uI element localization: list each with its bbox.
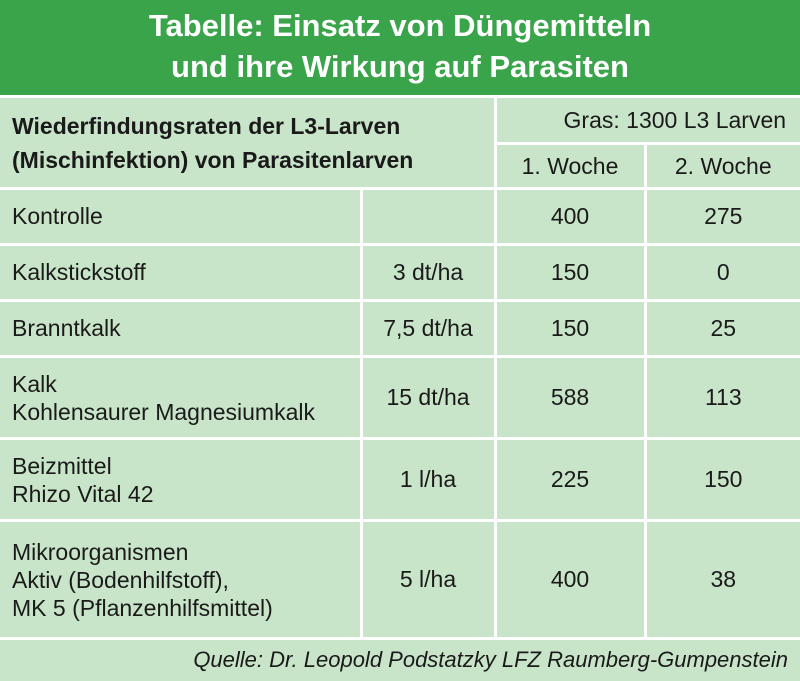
dose-cell: 1 l/ha <box>359 437 497 522</box>
row-name-line: Mikroorganismen <box>12 538 189 565</box>
group-header-cell: Gras: 1300 L3 Larven <box>493 95 800 145</box>
week2-cell: 38 <box>643 519 800 640</box>
description-line-2: (Mischinfektion) von Parasitenlarven <box>12 146 414 173</box>
table-row: Branntkalk 7,5 dt/ha 150 25 <box>0 299 800 358</box>
week1-cell: 150 <box>493 299 647 358</box>
description-header-cell: Wiederfindungsraten der L3-Larven (Misch… <box>0 95 497 190</box>
data-table: Wiederfindungsraten der L3-Larven (Misch… <box>0 95 800 640</box>
week1-cell: 588 <box>493 355 647 440</box>
row-name-cell: Branntkalk <box>0 299 363 358</box>
table-row: Kalk Kohlensaurer Magnesiumkalk 15 dt/ha… <box>0 355 800 440</box>
dose-cell <box>359 187 497 246</box>
week1-cell: 225 <box>493 437 647 522</box>
table-row: Beizmittel Rhizo Vital 42 1 l/ha 225 150 <box>0 437 800 522</box>
source-text: Quelle: Dr. Leopold Podstatzky LFZ Raumb… <box>193 647 788 672</box>
row-name-cell: Kalk Kohlensaurer Magnesiumkalk <box>0 355 363 440</box>
week1-cell: 400 <box>493 187 647 246</box>
row-name-line: MK 5 (Pflanzenhilfsmittel) <box>12 594 273 621</box>
table-row: Mikroorganismen Aktiv (Bodenhilfstoff), … <box>0 519 800 640</box>
row-name-line: Rhizo Vital 42 <box>12 480 154 507</box>
table-title: Tabelle: Einsatz von Düngemitteln und ih… <box>0 0 800 95</box>
row-name-line: Kalk <box>12 370 57 397</box>
header-row-2: 1. Woche 2. Woche <box>0 142 800 190</box>
week2-cell: 275 <box>643 187 800 246</box>
week2-header: 2. Woche <box>643 142 800 190</box>
week1-header: 1. Woche <box>495 142 647 190</box>
dose-cell: 3 dt/ha <box>359 243 497 302</box>
table-row: Kontrolle 400 275 <box>0 187 800 246</box>
week1-cell: 150 <box>493 243 647 302</box>
week1-cell: 400 <box>493 519 647 640</box>
source-note: Quelle: Dr. Leopold Podstatzky LFZ Raumb… <box>0 638 800 681</box>
header-row-1: Wiederfindungsraten der L3-Larven (Misch… <box>0 95 800 190</box>
week2-cell: 25 <box>643 299 800 358</box>
row-name-cell: Beizmittel Rhizo Vital 42 <box>0 437 363 522</box>
week2-cell: 150 <box>643 437 800 522</box>
row-name-cell: Kontrolle <box>0 187 363 246</box>
row-name-cell: Kalkstickstoff <box>0 243 363 302</box>
table-row: Kalkstickstoff 3 dt/ha 150 0 <box>0 243 800 302</box>
week2-cell: 113 <box>643 355 800 440</box>
row-name-line: Kontrolle <box>12 203 103 229</box>
description-line-1: Wiederfindungsraten der L3-Larven <box>12 112 401 139</box>
row-name-line: Branntkalk <box>12 315 121 341</box>
dose-cell: 5 l/ha <box>359 519 497 640</box>
week2-cell: 0 <box>643 243 800 302</box>
dose-cell: 7,5 dt/ha <box>359 299 497 358</box>
row-name-line: Kalkstickstoff <box>12 259 146 285</box>
title-line-1: Tabelle: Einsatz von Düngemitteln <box>148 8 652 43</box>
title-line-2: und ihre Wirkung auf Parasiten <box>171 49 629 84</box>
dose-cell: 15 dt/ha <box>359 355 497 440</box>
row-name-line: Beizmittel <box>12 452 112 479</box>
row-name-line: Kohlensaurer Magnesiumkalk <box>12 398 315 425</box>
row-name-line: Aktiv (Bodenhilfstoff), <box>12 566 229 593</box>
row-name-cell: Mikroorganismen Aktiv (Bodenhilfstoff), … <box>0 519 363 640</box>
